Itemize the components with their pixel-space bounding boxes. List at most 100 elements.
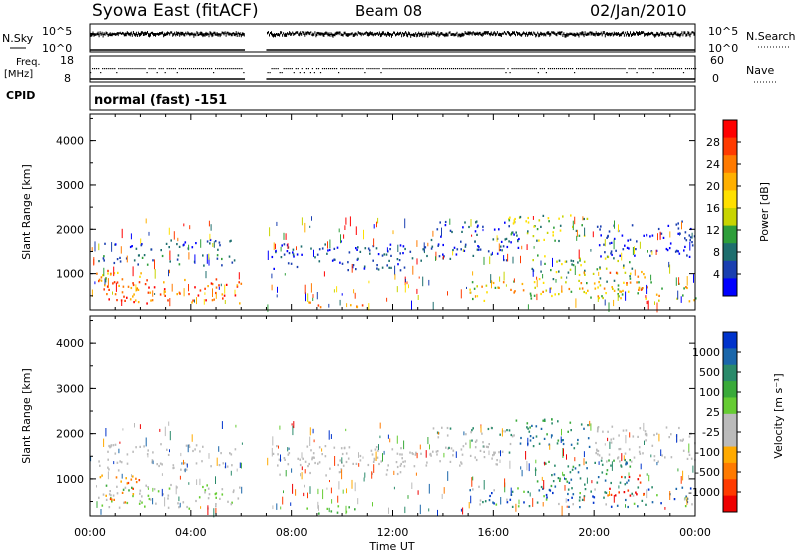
nave-tick-bottom: 0: [712, 72, 719, 85]
echo-pixel: [567, 499, 570, 502]
echo-pixel: [309, 471, 311, 475]
echo-pixel: [596, 448, 598, 451]
echo-pixel: [154, 259, 155, 270]
echo-pixel: [105, 484, 108, 487]
colorbar-segment: [723, 137, 737, 156]
echo-pixel: [328, 248, 331, 252]
freq-point: [537, 72, 539, 74]
freq-point: [227, 68, 229, 70]
echo-pixel: [363, 229, 364, 240]
echo-pixel: [491, 280, 492, 289]
echo-pixel: [567, 488, 570, 491]
freq-point: [134, 68, 136, 70]
echo-pixel: [155, 502, 157, 505]
echo-pixel: [441, 426, 443, 429]
echo-pixel: [599, 267, 601, 270]
echo-pixel: [629, 459, 631, 462]
echo-pixel: [419, 504, 421, 515]
echo-pixel: [513, 219, 516, 222]
echo-pixel: [139, 492, 141, 495]
echo-pixel: [135, 477, 137, 480]
echo-pixel: [103, 255, 105, 258]
echo-pixel: [625, 429, 628, 432]
echo-pixel: [126, 501, 129, 505]
echo-pixel: [168, 246, 170, 249]
echo-pixel: [394, 274, 396, 280]
echo-pixel: [137, 301, 140, 304]
echo-pixel: [684, 231, 687, 234]
echo-pixel: [688, 255, 691, 258]
freq-point: [200, 68, 203, 70]
echo-pixel: [327, 241, 328, 249]
echo-pixel: [624, 244, 626, 247]
echo-pixel: [168, 227, 170, 235]
echo-pixel: [468, 225, 470, 229]
echo-pixel: [552, 480, 555, 483]
echo-pixel: [213, 508, 215, 518]
echo-pixel: [688, 234, 691, 237]
echo-pixel: [104, 284, 106, 287]
echo-pixel: [341, 293, 343, 296]
echo-pixel: [610, 505, 613, 508]
echo-pixel: [100, 279, 103, 282]
echo-pixel: [680, 476, 682, 484]
echo-pixel: [236, 284, 239, 287]
echo-pixel: [349, 216, 351, 227]
echo-pixel: [460, 461, 462, 464]
echo-pixel: [241, 442, 243, 445]
echo-pixel: [626, 246, 629, 249]
echo-pixel: [583, 496, 585, 502]
echo-pixel: [597, 295, 600, 298]
echo-pixel: [479, 248, 482, 251]
echo-pixel: [471, 429, 473, 432]
echo-pixel: [543, 418, 546, 421]
echo-pixel: [404, 218, 406, 229]
freq-point: [122, 68, 124, 70]
echo-pixel: [104, 278, 106, 285]
colorbar-segment: [723, 225, 737, 244]
echo-pixel: [381, 254, 384, 257]
echo-pixel: [540, 427, 543, 430]
echo-pixel: [643, 234, 645, 237]
echo-pixel: [624, 483, 627, 486]
echo-pixel: [377, 217, 379, 224]
echo-pixel: [214, 493, 217, 496]
freq-point: [317, 68, 320, 70]
echo-pixel: [482, 501, 484, 504]
echo-pixel: [147, 449, 149, 452]
noise-sky-trace: [89, 31, 696, 38]
echo-pixel: [169, 269, 170, 274]
freq-point: [330, 68, 332, 70]
echo-pixel: [646, 233, 648, 237]
echo-pixel: [479, 499, 482, 502]
echo-pixel: [338, 481, 340, 490]
freq-point: [281, 72, 283, 74]
echo-pixel: [617, 293, 619, 296]
echo-pixel: [558, 259, 561, 262]
echo-pixel: [351, 264, 353, 273]
freq-point: [186, 68, 188, 70]
freq-point: [624, 68, 626, 70]
echo-pixel: [162, 493, 164, 496]
echo-pixel: [159, 428, 161, 432]
freq-point: [348, 68, 350, 70]
echo-pixel: [188, 244, 190, 251]
echo-pixel: [532, 259, 534, 262]
echo-pixel: [620, 290, 623, 293]
echo-pixel: [607, 437, 609, 442]
echo-pixel: [356, 306, 358, 309]
freq-point: [120, 68, 122, 70]
echo-pixel: [105, 277, 107, 283]
echo-pixel: [340, 468, 343, 471]
echo-pixel: [139, 499, 142, 503]
echo-pixel: [566, 276, 568, 279]
echo-pixel: [307, 293, 309, 302]
time-tick-label: 08:00: [276, 526, 308, 539]
echo-pixel: [571, 263, 573, 266]
echo-pixel: [402, 252, 404, 255]
echo-pixel: [563, 474, 565, 477]
echo-pixel: [386, 264, 388, 267]
echo-pixel: [627, 505, 629, 509]
echo-pixel: [574, 457, 576, 462]
echo-pixel: [305, 292, 306, 302]
